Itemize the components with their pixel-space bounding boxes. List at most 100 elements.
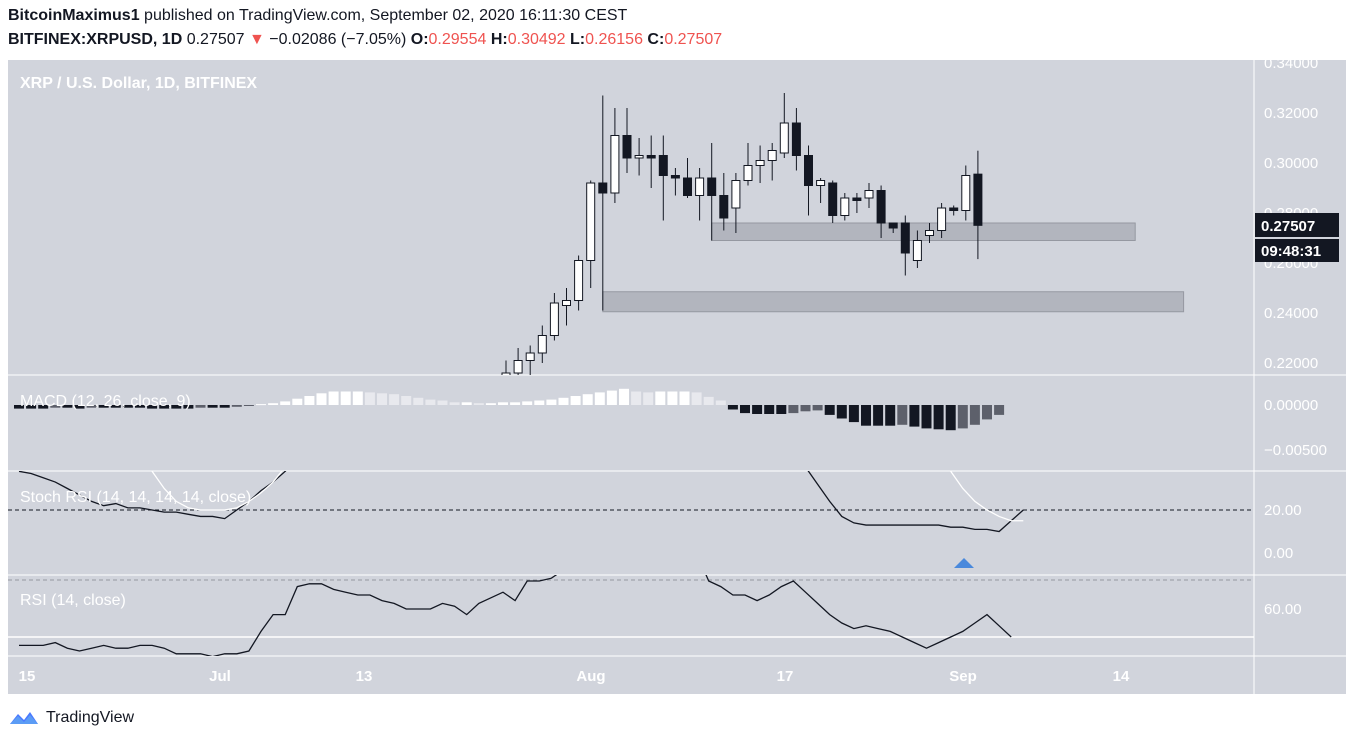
macd-bar	[62, 405, 73, 408]
candle-body	[840, 197, 850, 216]
candle[interactable]	[925, 223, 934, 243]
candle[interactable]	[537, 325, 547, 364]
macd-bar	[619, 388, 629, 405]
macd-bar	[280, 401, 291, 405]
macd-bar	[461, 402, 472, 405]
macd-bar	[655, 391, 666, 405]
candle-body	[912, 240, 922, 261]
symbol-name[interactable]: BITFINEX:XRPUSD, 1D	[8, 31, 183, 48]
high-value: 0.30492	[507, 31, 566, 48]
time-axis-tick: Jul	[209, 668, 231, 685]
candle-body	[816, 180, 826, 186]
macd-bar	[122, 405, 133, 408]
candle[interactable]	[562, 288, 571, 326]
candle-body	[501, 372, 511, 375]
footer-brand[interactable]: TradingView	[8, 708, 134, 728]
candle[interactable]	[586, 180, 596, 289]
support-zone-1[interactable]	[711, 222, 1136, 241]
candle[interactable]	[852, 193, 862, 213]
candle-body	[864, 190, 874, 199]
candle[interactable]	[513, 348, 523, 388]
candle[interactable]	[937, 203, 947, 238]
candle[interactable]	[670, 168, 680, 196]
candle-body	[743, 165, 753, 181]
candle-body	[525, 352, 535, 361]
candle-body	[852, 197, 862, 201]
macd-bar	[752, 405, 763, 414]
macd-bar	[522, 401, 533, 405]
candle[interactable]	[828, 180, 838, 224]
candle[interactable]	[610, 108, 620, 203]
candle[interactable]	[779, 93, 789, 158]
candle-body	[828, 182, 838, 216]
candle-body	[610, 135, 620, 194]
macd-bar	[933, 405, 944, 430]
candle[interactable]	[646, 135, 656, 189]
last-price-tag	[1255, 213, 1339, 237]
macd-bar	[885, 405, 896, 426]
stoch-axis-tick: 0.00	[1264, 545, 1293, 562]
close-value: 0.27507	[664, 31, 723, 48]
candle[interactable]	[912, 230, 922, 269]
macd-bar	[703, 396, 714, 405]
candle-body	[634, 155, 644, 159]
candle[interactable]	[888, 222, 898, 233]
candle[interactable]	[900, 215, 910, 276]
candle[interactable]	[973, 150, 983, 260]
macd-bar	[631, 391, 642, 405]
candle[interactable]	[743, 143, 753, 186]
price-change: −0.02086 (−7.05%)	[269, 31, 407, 48]
candle[interactable]	[767, 143, 777, 181]
stoch-d-line	[151, 471, 1024, 522]
open-label: O:	[410, 31, 429, 48]
candle[interactable]	[622, 108, 632, 173]
candle[interactable]	[501, 360, 511, 399]
macd-axis-tick: 0.00000	[1264, 397, 1318, 414]
candle[interactable]	[755, 145, 765, 184]
candle[interactable]	[549, 293, 559, 341]
candle[interactable]	[876, 185, 886, 239]
stoch-k-line	[18, 471, 1024, 533]
candle[interactable]	[598, 95, 608, 311]
candle[interactable]	[816, 178, 826, 203]
candle[interactable]	[683, 158, 692, 198]
low-value: 0.26156	[585, 31, 643, 48]
time-axis-tick: Sep	[949, 668, 977, 685]
macd-bar	[836, 405, 847, 419]
macd-bar	[824, 405, 835, 415]
macd-bar	[328, 391, 339, 405]
chart-area[interactable]: 0.340000.320000.300000.280000.260000.240…	[8, 55, 1346, 694]
candle[interactable]	[634, 138, 644, 176]
support-zone-2[interactable]	[602, 291, 1185, 313]
candle[interactable]	[695, 168, 705, 221]
candle-body	[683, 177, 692, 196]
candle[interactable]	[707, 143, 717, 241]
author-name[interactable]: BitcoinMaximus1	[8, 7, 140, 24]
candle-body	[876, 190, 886, 224]
macd-bar	[183, 405, 194, 409]
high-label: H:	[490, 31, 508, 48]
candle[interactable]	[840, 193, 850, 221]
price-axis-tick: 0.34000	[1264, 60, 1318, 72]
candle[interactable]	[658, 135, 668, 221]
low-label: L:	[570, 31, 586, 48]
candle[interactable]	[949, 205, 959, 216]
candle[interactable]	[804, 145, 813, 216]
candle-body	[670, 175, 680, 179]
candle[interactable]	[791, 108, 801, 171]
macd-bar	[171, 405, 182, 409]
main-pane-title: XRP / U.S. Dollar, 1D, BITFINEX	[20, 75, 257, 92]
macd-bar	[449, 402, 460, 405]
candle[interactable]	[731, 173, 741, 233]
candle[interactable]	[961, 165, 971, 221]
candle[interactable]	[525, 345, 535, 376]
macd-bar	[473, 403, 484, 405]
candle[interactable]	[719, 173, 729, 231]
candle[interactable]	[574, 255, 584, 311]
macd-bar	[316, 393, 327, 405]
macd-bar	[231, 405, 242, 407]
rsi-axis-tick: 60.00	[1264, 601, 1302, 618]
candle[interactable]	[864, 183, 874, 208]
chart-svg[interactable]: 0.340000.320000.300000.280000.260000.240…	[8, 55, 1346, 694]
macd-bar	[110, 405, 121, 408]
